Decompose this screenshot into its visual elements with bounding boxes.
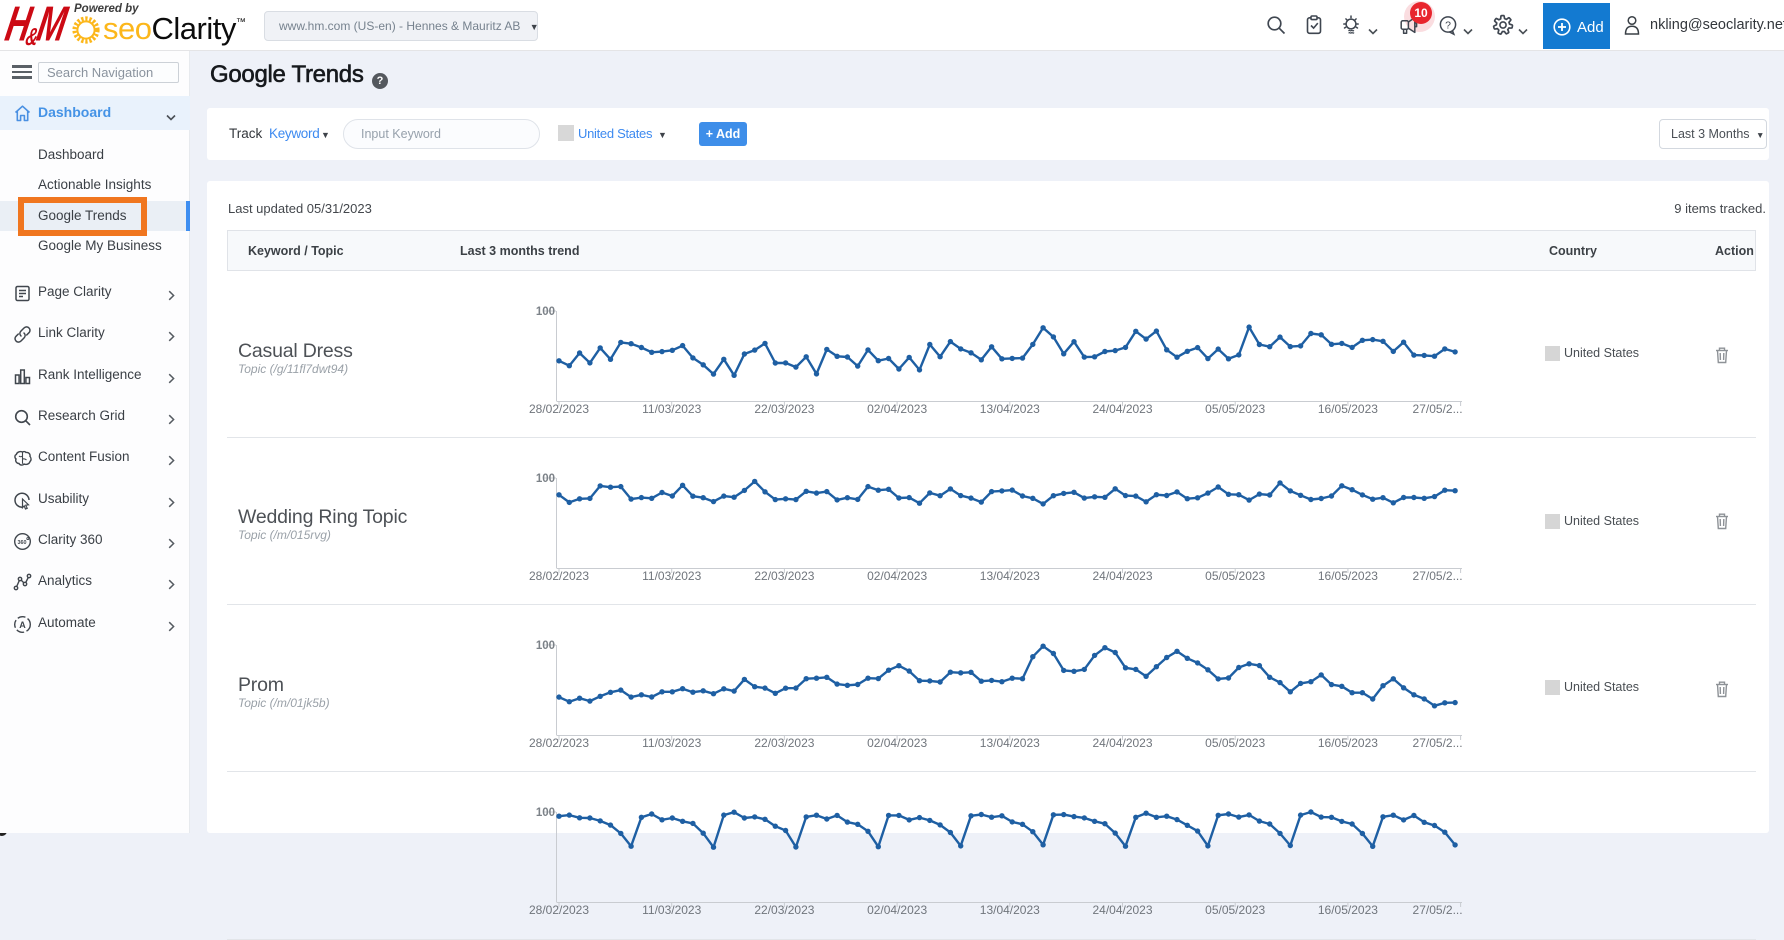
svg-text:05/05/2023: 05/05/2023 <box>1205 903 1265 917</box>
svg-text:05/05/2023: 05/05/2023 <box>1205 569 1265 583</box>
svg-text:13/04/2023: 13/04/2023 <box>980 903 1040 917</box>
svg-text:02/04/2023: 02/04/2023 <box>867 903 927 917</box>
svg-text:02/04/2023: 02/04/2023 <box>867 569 927 583</box>
svg-text:13/04/2023: 13/04/2023 <box>980 569 1040 583</box>
svg-text:28/02/2023: 28/02/2023 <box>529 903 589 917</box>
svg-text:11/03/2023: 11/03/2023 <box>642 736 701 750</box>
svg-text:28/02/2023: 28/02/2023 <box>529 736 589 750</box>
svg-text:24/04/2023: 24/04/2023 <box>1092 903 1152 917</box>
svg-text:?: ? <box>1445 20 1451 32</box>
svg-text:27/05/2...: 27/05/2... <box>1413 736 1463 750</box>
svg-text:05/05/2023: 05/05/2023 <box>1205 402 1265 416</box>
svg-text:22/03/2023: 22/03/2023 <box>754 903 814 917</box>
svg-text:100: 100 <box>536 473 555 485</box>
svg-text:16/05/2023: 16/05/2023 <box>1318 903 1378 917</box>
svg-text:22/03/2023: 22/03/2023 <box>754 402 814 416</box>
svg-text:28/02/2023: 28/02/2023 <box>529 402 589 416</box>
svg-text:11/03/2023: 11/03/2023 <box>642 402 701 416</box>
svg-text:A: A <box>19 620 26 630</box>
svg-text:16/05/2023: 16/05/2023 <box>1318 736 1378 750</box>
svg-text:24/04/2023: 24/04/2023 <box>1092 569 1152 583</box>
svg-text:100: 100 <box>536 306 555 318</box>
svg-text:360: 360 <box>18 540 27 546</box>
svg-text:02/04/2023: 02/04/2023 <box>867 736 927 750</box>
svg-text:11/03/2023: 11/03/2023 <box>642 903 701 917</box>
svg-text:24/04/2023: 24/04/2023 <box>1092 402 1152 416</box>
svg-text:22/03/2023: 22/03/2023 <box>754 736 814 750</box>
svg-text:100: 100 <box>536 807 555 819</box>
svg-text:100: 100 <box>536 640 555 652</box>
svg-text:22/03/2023: 22/03/2023 <box>754 569 814 583</box>
svg-text:16/05/2023: 16/05/2023 <box>1318 569 1378 583</box>
svg-text:13/04/2023: 13/04/2023 <box>980 736 1040 750</box>
svg-text:24/04/2023: 24/04/2023 <box>1092 736 1152 750</box>
svg-text:13/04/2023: 13/04/2023 <box>980 402 1040 416</box>
svg-text:16/05/2023: 16/05/2023 <box>1318 402 1378 416</box>
svg-text:27/05/2...: 27/05/2... <box>1413 903 1463 917</box>
svg-text:27/05/2...: 27/05/2... <box>1413 569 1463 583</box>
svg-text:02/04/2023: 02/04/2023 <box>867 402 927 416</box>
svg-text:28/02/2023: 28/02/2023 <box>529 569 589 583</box>
svg-text:05/05/2023: 05/05/2023 <box>1205 736 1265 750</box>
svg-text:11/03/2023: 11/03/2023 <box>642 569 701 583</box>
svg-text:27/05/2...: 27/05/2... <box>1413 402 1463 416</box>
